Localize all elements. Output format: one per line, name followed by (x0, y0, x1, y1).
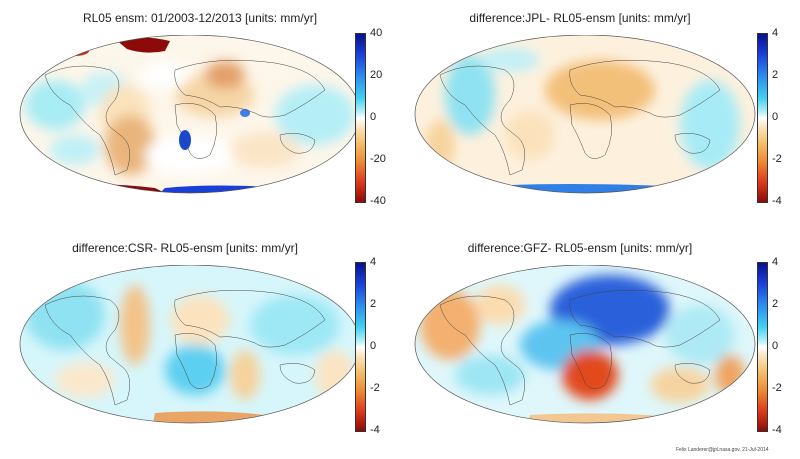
panel-title: difference:GFZ- RL05-ensm [units: mm/yr] (467, 241, 693, 255)
colorbar-tick: 40 (370, 27, 383, 39)
colorbar (757, 262, 768, 432)
colorbar-tick: -2 (370, 382, 380, 394)
colorbar (757, 33, 768, 203)
panel-title: RL05 ensm: 01/2003-12/2013 [units: mm/yr… (82, 11, 318, 25)
colorbar-tick: 2 (772, 69, 779, 81)
colorbar-tick: 0 (772, 111, 779, 123)
colorbar-tick: 0 (772, 340, 779, 352)
world-map-csr (19, 265, 361, 424)
colorbar-tick: 0 (370, 111, 377, 123)
colorbar-tick: 0 (370, 340, 377, 352)
colorbar-tick: -2 (772, 382, 782, 394)
panel-title: difference:JPL- RL05-ensm [units: mm/yr] (469, 11, 691, 25)
colorbar (355, 33, 366, 203)
colorbar-tick: 4 (772, 256, 779, 268)
colorbar-tick: 2 (370, 298, 377, 310)
world-map-ensemble (19, 35, 361, 194)
colorbar-tick: -40 (370, 195, 386, 207)
colorbar-tick: 4 (370, 256, 377, 268)
colorbar-tick: 4 (772, 27, 779, 39)
world-map-gfz (414, 265, 756, 424)
colorbar-tick: -2 (772, 153, 782, 165)
colorbar (355, 262, 366, 432)
colorbar-tick: 20 (370, 69, 383, 81)
colorbar-tick: -4 (772, 424, 782, 436)
colorbar-tick: 2 (772, 298, 779, 310)
colorbar-tick: -20 (370, 153, 386, 165)
world-map-jpl (414, 35, 756, 194)
panel-title: difference:CSR- RL05-ensm [units: mm/yr] (72, 241, 298, 255)
credit-text: Felix Landerer@jpl.nasa.gov, 21-Jul-2014 (676, 447, 769, 453)
colorbar-tick: -4 (772, 195, 782, 207)
colorbar-tick: -4 (370, 424, 380, 436)
